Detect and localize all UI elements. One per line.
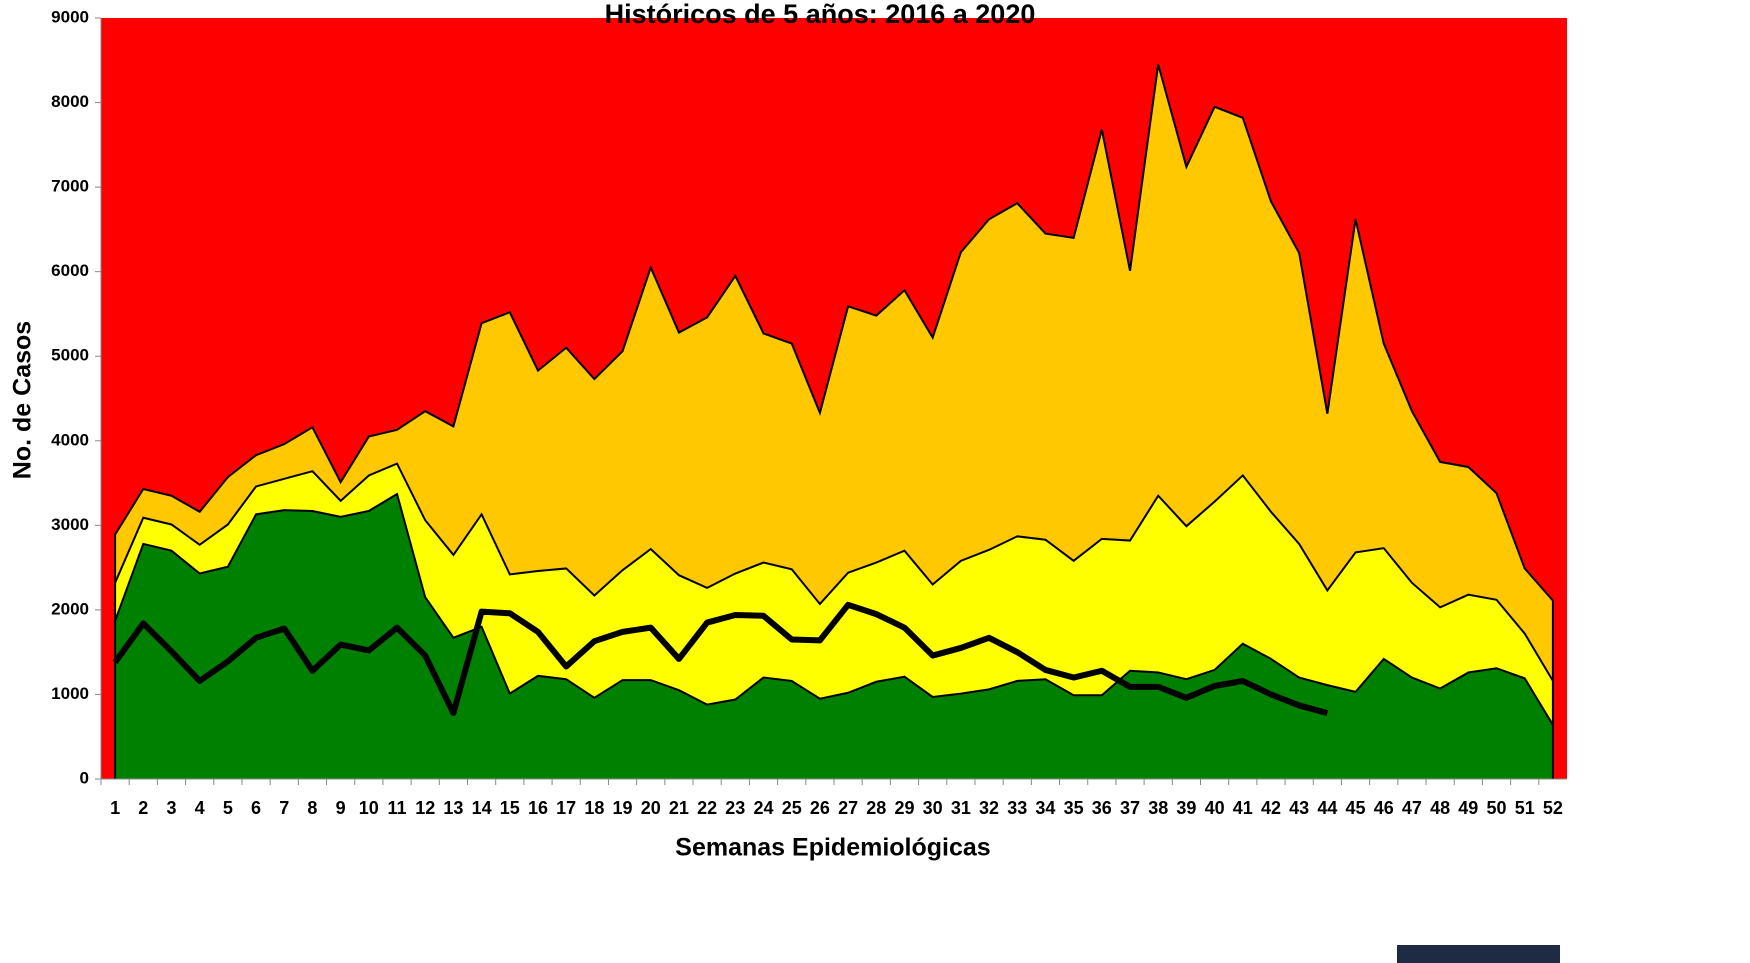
x-tick-label: 17	[556, 798, 576, 818]
chart-title: Históricos de 5 años: 2016 a 2020	[605, 0, 1036, 29]
y-tick-label: 6000	[51, 261, 89, 280]
x-tick-label: 13	[443, 798, 463, 818]
x-tick-label: 28	[866, 798, 886, 818]
x-tick-label: 24	[754, 798, 774, 818]
x-tick-label: 10	[359, 798, 379, 818]
x-tick-label: 6	[251, 798, 261, 818]
x-tick-label: 39	[1176, 798, 1196, 818]
x-tick-label: 46	[1374, 798, 1394, 818]
x-tick-label: 31	[951, 798, 971, 818]
x-tick-label: 47	[1402, 798, 1422, 818]
x-tick-label: 2	[138, 798, 148, 818]
x-tick-label: 34	[1035, 798, 1055, 818]
x-tick-label: 41	[1233, 798, 1253, 818]
x-tick-label: 15	[500, 798, 520, 818]
area-edge	[114, 64, 1554, 779]
x-tick-label: 30	[923, 798, 943, 818]
y-tick-label: 4000	[51, 430, 89, 449]
x-tick-label: 1	[110, 798, 120, 818]
logo-fragment	[1397, 945, 1560, 963]
x-tick-label: 29	[894, 798, 914, 818]
x-tick-label: 4	[195, 798, 205, 818]
line	[112, 601, 1329, 717]
x-tick-label: 43	[1289, 798, 1309, 818]
x-tick-label: 8	[307, 798, 317, 818]
x-tick-label: 9	[336, 798, 346, 818]
x-tick-label: 14	[472, 798, 492, 818]
y-axis-label: No. de Casos	[9, 321, 37, 479]
x-tick-label: 3	[166, 798, 176, 818]
x-tick-label: 52	[1543, 798, 1563, 818]
y-tick-label: 0	[80, 768, 89, 787]
y-tick-label: 7000	[51, 177, 89, 196]
x-tick-label: 37	[1120, 798, 1140, 818]
x-tick-label: 36	[1092, 798, 1112, 818]
x-tick-label: 7	[279, 798, 289, 818]
x-axis-label: Semanas Epidemiológicas	[675, 834, 990, 862]
area-edge	[114, 462, 1554, 779]
x-tick-label: 45	[1346, 798, 1366, 818]
x-tick-label: 19	[613, 798, 633, 818]
y-tick-label: 1000	[51, 684, 89, 703]
x-tick-label: 32	[979, 798, 999, 818]
x-tick-label: 51	[1515, 798, 1535, 818]
x-tick-label: 35	[1064, 798, 1084, 818]
x-tick-label: 22	[697, 798, 717, 818]
x-tick-label: 11	[388, 798, 407, 818]
y-tick-label: 5000	[51, 346, 89, 365]
x-tick-label: 27	[838, 798, 858, 818]
x-tick-label: 16	[528, 798, 548, 818]
x-tick-label: 21	[669, 798, 689, 818]
x-tick-label: 20	[641, 798, 661, 818]
x-tick-label: 33	[1007, 798, 1027, 818]
y-tick-label: 9000	[51, 7, 89, 26]
x-tick-label: 44	[1317, 798, 1337, 818]
x-tick-label: 23	[725, 798, 745, 818]
x-tick-label: 48	[1430, 798, 1450, 818]
x-tick-label: 26	[810, 798, 830, 818]
x-tick-label: 38	[1148, 798, 1168, 818]
area-fill	[115, 494, 1553, 779]
x-tick-label: 12	[415, 798, 435, 818]
x-tick-label: 49	[1458, 798, 1478, 818]
x-tick-label: 40	[1205, 798, 1225, 818]
x-tick-label: 50	[1487, 798, 1507, 818]
x-tick-label: 42	[1261, 798, 1281, 818]
x-tick-label: 18	[584, 798, 604, 818]
y-tick-label: 2000	[51, 599, 89, 618]
x-tick-label: 5	[223, 798, 233, 818]
y-tick-label: 8000	[51, 92, 89, 111]
y-tick-label: 3000	[51, 515, 89, 534]
area-edge	[114, 492, 1554, 779]
x-tick-label: 25	[782, 798, 802, 818]
